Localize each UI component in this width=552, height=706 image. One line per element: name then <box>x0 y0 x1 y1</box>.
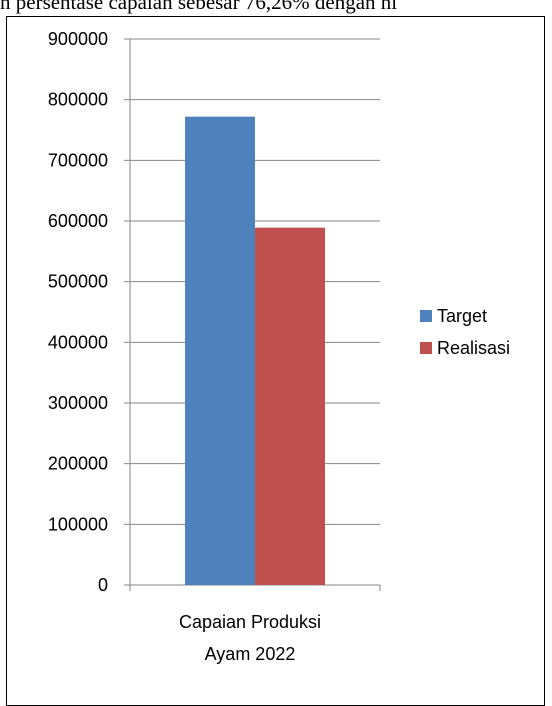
y-tick-label: 500000 <box>48 272 108 292</box>
y-tick-label: 300000 <box>48 393 108 413</box>
bars <box>185 116 325 586</box>
y-tick-label: 200000 <box>48 454 108 474</box>
y-tick-label: 800000 <box>48 90 108 110</box>
legend-label-realisasi: Realisasi <box>437 338 510 358</box>
legend-label-target: Target <box>437 306 487 326</box>
labels: 0 100000 200000 300000 400000 500000 600000 700… <box>48 29 321 664</box>
x-category-label: Capaian Produksi <box>179 612 321 632</box>
bar-target <box>185 116 255 586</box>
legend-swatch-realisasi <box>420 342 432 354</box>
top-text-fragment: n persentase capaian sebesar 76,26% deng… <box>0 0 398 14</box>
bar-chart: 0 100000 200000 300000 400000 500000 600000 700… <box>48 29 510 664</box>
legend-swatch-target <box>420 310 432 322</box>
bar-realisasi <box>255 227 325 585</box>
y-tick-label: 100000 <box>48 514 108 534</box>
y-tick-label: 0 <box>98 575 108 595</box>
y-tick-label: 700000 <box>48 150 108 170</box>
y-tick-label: 900000 <box>48 29 108 49</box>
y-tick-label: 400000 <box>48 332 108 352</box>
y-tick-label: 600000 <box>48 211 108 231</box>
x-category-label: Ayam 2022 <box>205 644 296 664</box>
legend: Target Realisasi <box>420 306 510 358</box>
